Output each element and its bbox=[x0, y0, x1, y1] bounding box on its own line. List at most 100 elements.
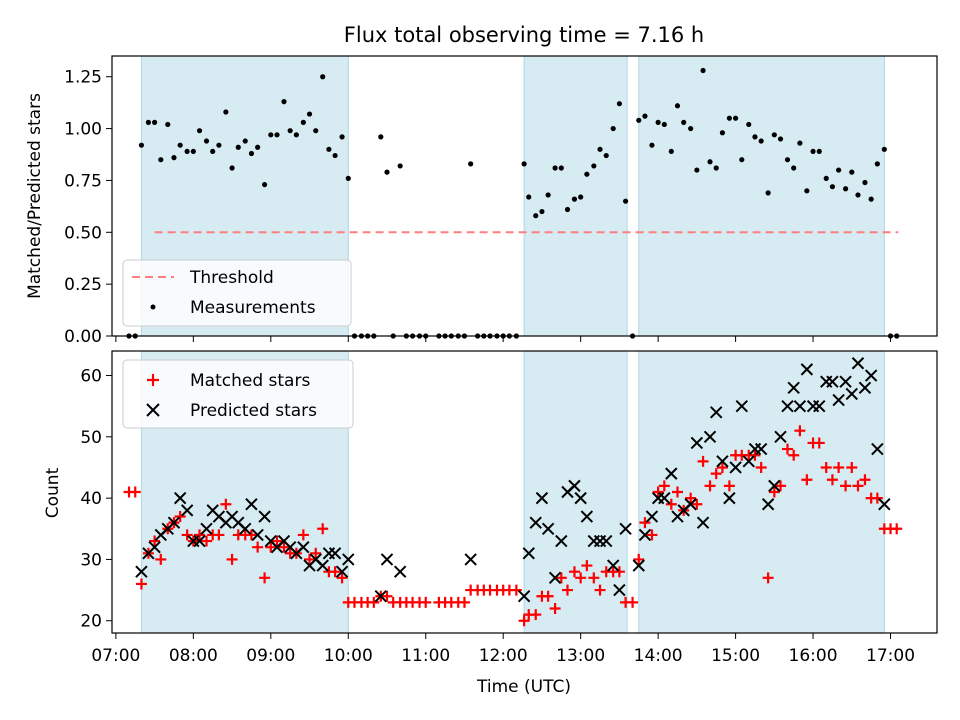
measurement-point bbox=[636, 117, 642, 123]
predicted-star-point bbox=[839, 375, 852, 388]
predicted-star-point bbox=[787, 381, 800, 394]
matched-star-point bbox=[368, 596, 380, 608]
matched-star-point bbox=[245, 529, 257, 541]
predicted-star-point bbox=[710, 406, 723, 419]
observing-interval-shade bbox=[523, 350, 628, 634]
predicted-star-point bbox=[658, 491, 671, 505]
top-panel: 0.00 0.25 0.50 0.75 1.00 1.25 Matched/Predict… bbox=[25, 55, 938, 347]
measurement-point bbox=[332, 152, 338, 159]
measurement-point bbox=[746, 121, 752, 128]
measurement-point bbox=[719, 130, 726, 136]
top-legend-box bbox=[122, 259, 352, 327]
matched-star-point bbox=[794, 425, 806, 437]
predicted-star-point bbox=[793, 399, 807, 413]
matched-star-point bbox=[813, 437, 825, 449]
top-y-axis-label: Matched/Predicted stars bbox=[25, 93, 45, 299]
predicted-star-point bbox=[768, 479, 781, 493]
bottom-y-axis-ticks: 20 30 40 50 60 bbox=[80, 367, 112, 632]
measurement-point bbox=[758, 138, 764, 144]
matched-star-point bbox=[755, 461, 767, 473]
legend-threshold-label: Threshold bbox=[189, 268, 274, 288]
predicted-star-point bbox=[645, 510, 659, 523]
bottom-y-tick-label: 50 bbox=[80, 428, 102, 448]
matched-star-point bbox=[310, 547, 322, 559]
measurement-point bbox=[287, 128, 293, 134]
x-tick-label: 07:00 bbox=[91, 646, 140, 666]
matched-star-point bbox=[820, 461, 832, 473]
matched-star-point bbox=[710, 468, 722, 480]
measurement-point bbox=[145, 119, 152, 125]
matched-star-point bbox=[549, 602, 561, 614]
predicted-star-point bbox=[173, 491, 187, 505]
measurement-point bbox=[616, 101, 622, 107]
bottom-y-axis-label: Count bbox=[43, 467, 63, 518]
legend-matched-swatch bbox=[147, 374, 159, 386]
legend-measurements-label: Measurements bbox=[190, 298, 316, 318]
predicted-star-point bbox=[781, 399, 794, 413]
predicted-star-point bbox=[167, 516, 181, 529]
measurement-point bbox=[622, 198, 629, 204]
matched-star-point bbox=[852, 480, 864, 492]
measurement-point bbox=[868, 196, 874, 202]
predicted-star-point bbox=[342, 553, 355, 566]
predicted-star-point bbox=[251, 528, 264, 542]
bottom-legend-box bbox=[122, 359, 354, 429]
measurement-point bbox=[397, 163, 403, 169]
measurement-point bbox=[158, 157, 164, 163]
measurement-point bbox=[713, 165, 719, 171]
measurement-point bbox=[545, 192, 551, 198]
measurement-point bbox=[881, 146, 887, 152]
matched-star-point bbox=[458, 596, 470, 608]
predicted-star-point bbox=[180, 504, 194, 517]
predicted-star-point bbox=[600, 534, 613, 548]
predicted-star-point bbox=[535, 491, 549, 505]
x-tick-label: 10:00 bbox=[324, 646, 373, 666]
matched-star-point bbox=[627, 596, 639, 608]
matched-star-point bbox=[259, 572, 271, 584]
predicted-star-point bbox=[541, 522, 555, 535]
measurement-point bbox=[765, 190, 771, 196]
measurement-point bbox=[836, 167, 842, 173]
matched-star-point bbox=[420, 596, 432, 608]
matched-star-point bbox=[801, 474, 813, 486]
predicted-star-point bbox=[826, 375, 839, 388]
matched-star-point bbox=[226, 553, 238, 565]
top-y-tick-label: 1.25 bbox=[64, 68, 102, 88]
measurement-point bbox=[165, 121, 171, 128]
top-y-tick-label: 0.50 bbox=[64, 223, 102, 243]
bottom-y-tick-label: 40 bbox=[80, 489, 102, 509]
measurement-point bbox=[842, 186, 849, 192]
predicted-star-point bbox=[871, 442, 884, 456]
measurement-point bbox=[235, 144, 241, 150]
predicted-star-point bbox=[568, 479, 581, 493]
predicted-star-point bbox=[580, 510, 594, 523]
matched-star-point bbox=[278, 541, 290, 553]
matched-star-point bbox=[129, 486, 141, 498]
measurement-point bbox=[268, 132, 274, 138]
measurement-point bbox=[874, 161, 880, 167]
measurement-point bbox=[610, 125, 616, 132]
matched-star-point bbox=[633, 553, 645, 565]
measurement-point bbox=[177, 142, 183, 148]
measurement-point bbox=[533, 213, 539, 219]
predicted-star-point bbox=[517, 590, 531, 603]
measurement-point bbox=[700, 67, 706, 74]
measurement-point bbox=[578, 194, 584, 200]
matched-stars-points bbox=[123, 425, 903, 627]
measurement-point bbox=[862, 179, 868, 186]
top-y-tick-label: 0.00 bbox=[64, 327, 102, 347]
measurement-point bbox=[262, 181, 268, 188]
measurement-point bbox=[849, 169, 855, 175]
measurement-point bbox=[255, 144, 261, 150]
matched-star-point bbox=[691, 498, 703, 510]
predicted-star-point bbox=[845, 387, 858, 401]
matched-star-point bbox=[639, 517, 651, 529]
measurement-point bbox=[203, 138, 210, 144]
matched-star-point bbox=[652, 486, 664, 498]
matched-star-point bbox=[213, 529, 225, 541]
measurement-point bbox=[649, 142, 655, 148]
measurement-point bbox=[804, 188, 810, 194]
measurement-point bbox=[210, 148, 216, 155]
predicted-star-point bbox=[729, 461, 742, 474]
predicted-star-point bbox=[548, 571, 562, 585]
